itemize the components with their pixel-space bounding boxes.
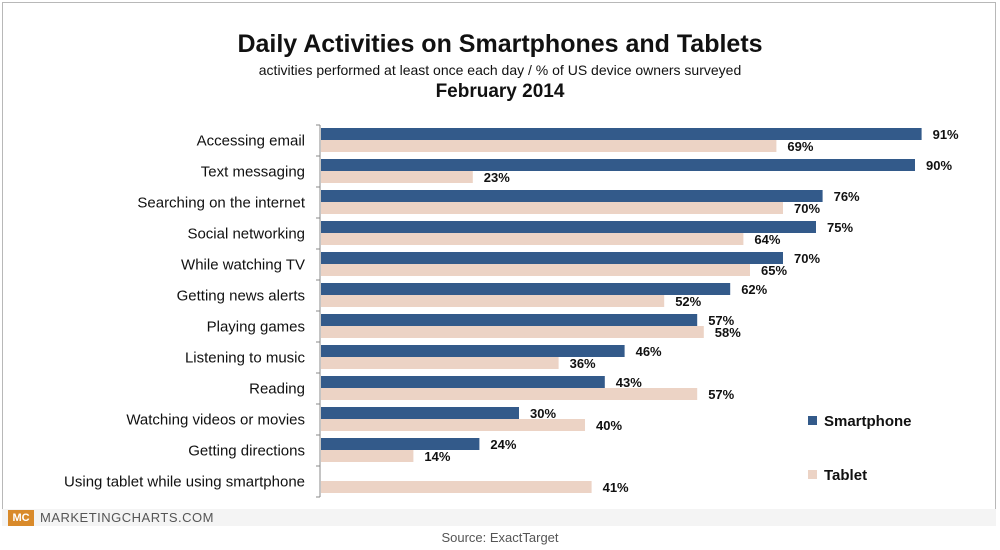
brand-link[interactable]: MARKETINGCHARTS.COM (40, 510, 214, 525)
category-label: Text messaging (201, 164, 305, 181)
tablet-value-label: 58% (715, 325, 741, 340)
smartphone-bar (321, 314, 698, 326)
smartphone-bar (321, 407, 519, 419)
smartphone-bar (321, 438, 480, 450)
tablet-bar (321, 357, 559, 369)
smartphone-value-label: 90% (926, 158, 952, 173)
category-label: Reading (249, 381, 305, 398)
category-label: While watching TV (181, 257, 305, 274)
legend-tablet-label: Tablet (824, 467, 868, 484)
tablet-bar (321, 233, 744, 245)
legend-tablet: Tablet (808, 467, 867, 484)
tablet-bar (321, 450, 414, 462)
smartphone-value-label: 75% (827, 220, 853, 235)
tablet-bar (321, 140, 777, 152)
category-label: Listening to music (185, 350, 306, 367)
smartphone-bar (321, 159, 915, 171)
category-label: Getting directions (188, 443, 305, 460)
chart-date: February 2014 (435, 81, 565, 102)
smartphone-value-label: 62% (741, 282, 767, 297)
legend-smartphone-swatch (808, 416, 817, 425)
smartphone-bar (321, 345, 625, 357)
tablet-value-label: 70% (794, 201, 820, 216)
tablet-value-label: 41% (603, 480, 629, 495)
tablet-bar (321, 202, 783, 214)
category-label: Social networking (187, 226, 305, 243)
smartphone-value-label: 30% (530, 406, 556, 421)
tablet-bar (321, 481, 592, 493)
tablet-value-label: 36% (570, 356, 596, 371)
smartphone-value-label: 24% (490, 437, 516, 452)
tablet-bar (321, 326, 704, 338)
category-label: Searching on the internet (137, 195, 305, 212)
category-label: Watching videos or movies (126, 412, 305, 429)
mc-logo: MC (8, 510, 34, 526)
tablet-value-label: 23% (484, 170, 510, 185)
tablet-value-label: 14% (424, 449, 450, 464)
legend-tablet-swatch (808, 470, 817, 479)
smartphone-bar (321, 190, 823, 202)
tablet-value-label: 65% (761, 263, 787, 278)
smartphone-bar (321, 283, 731, 295)
tablet-value-label: 57% (708, 387, 734, 402)
smartphone-bar (321, 221, 816, 233)
tablet-value-label: 52% (675, 294, 701, 309)
smartphone-value-label: 57% (708, 313, 734, 328)
tablet-bar (321, 171, 473, 183)
tablet-value-label: 64% (754, 232, 780, 247)
category-label: Getting news alerts (177, 288, 305, 305)
legend-smartphone-label: Smartphone (824, 413, 912, 430)
smartphone-bar (321, 376, 605, 388)
smartphone-value-label: 43% (616, 375, 642, 390)
bar-chart: Accessing email 91% 69% Text messaging 90% 23… (64, 124, 959, 498)
tablet-bar (321, 388, 698, 400)
tablet-bar (321, 419, 585, 431)
tablet-bar (321, 295, 665, 307)
smartphone-value-label: 91% (933, 127, 959, 142)
legend-smartphone: Smartphone (808, 413, 912, 430)
smartphone-value-label: 70% (794, 251, 820, 266)
tablet-bar (321, 264, 750, 276)
category-label: Accessing email (197, 133, 305, 150)
source-note: Source: ExactTarget (441, 530, 559, 545)
chart-subtitle: activities performed at least once each … (258, 62, 742, 78)
footer-bar (2, 509, 996, 526)
tablet-value-label: 40% (596, 418, 622, 433)
category-label: Using tablet while using smartphone (64, 474, 305, 491)
smartphone-value-label: 76% (834, 189, 860, 204)
chart-title: Daily Activities on Smartphones and Tabl… (237, 30, 763, 58)
smartphone-value-label: 46% (636, 344, 662, 359)
smartphone-bar (321, 252, 783, 264)
smartphone-bar (321, 128, 922, 140)
category-label: Playing games (207, 319, 305, 336)
tablet-value-label: 69% (787, 139, 813, 154)
